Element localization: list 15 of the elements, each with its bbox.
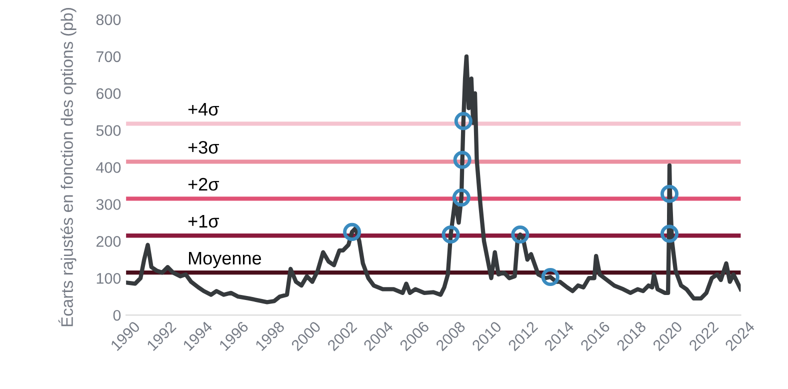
- y-tick-label: 400: [96, 162, 121, 173]
- y-tick-label: 100: [96, 273, 121, 284]
- ref-line-label: Moyenne: [189, 252, 262, 268]
- ref-line-label: +4σ: [188, 103, 219, 116]
- ref-line-label: +2σ: [188, 178, 219, 191]
- y-tick-label: 800: [96, 14, 121, 26]
- ref-line-label: +3σ: [188, 140, 219, 154]
- y-tick-label: 700: [96, 51, 121, 62]
- y-tick-label: 300: [96, 199, 121, 210]
- y-tick-label: 600: [96, 88, 121, 100]
- y-axis-title: Écarts rajustés en fonction des options (pb): [58, 8, 76, 326]
- y-tick-label: 200: [96, 236, 121, 247]
- y-tick-label: 0: [113, 310, 121, 321]
- y-tick-label: 500: [96, 125, 121, 136]
- ref-line-label: +1σ: [188, 215, 219, 228]
